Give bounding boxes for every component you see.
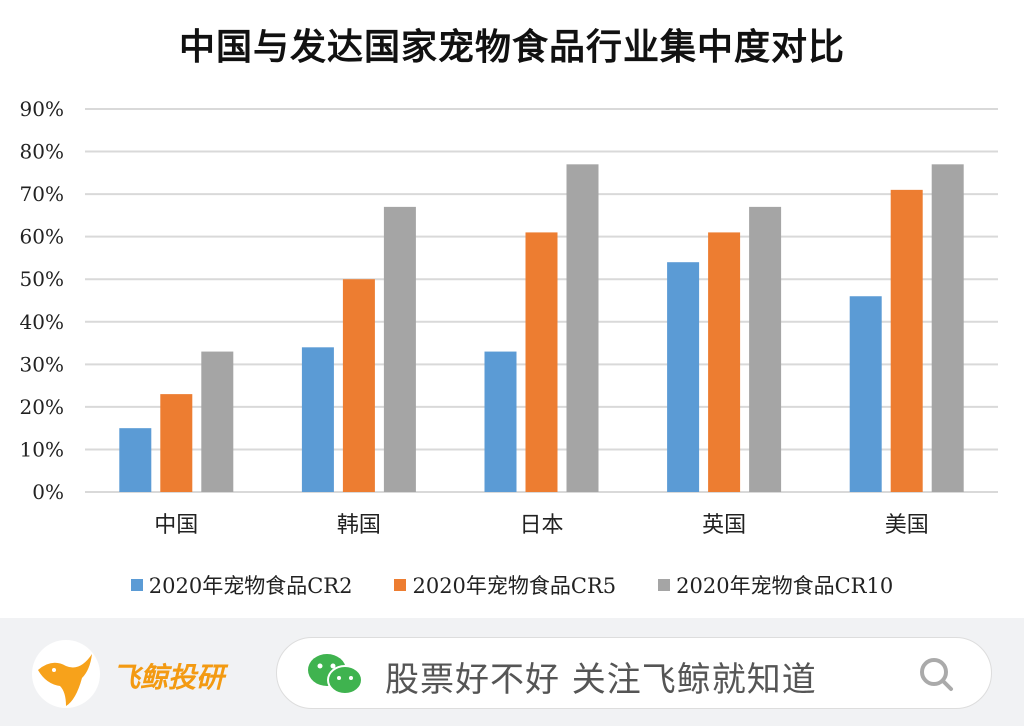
- legend-label: 2020年宠物食品CR10: [676, 574, 894, 598]
- x-tick-label: 韩国: [337, 513, 381, 538]
- chart-title: 中国与发达国家宠物食品行业集中度对比: [178, 27, 845, 68]
- y-tick-label: 80%: [20, 140, 64, 164]
- legend-label: 2020年宠物食品CR2: [148, 574, 353, 598]
- search-icon[interactable]: [917, 655, 957, 695]
- bar-cr2: [484, 351, 517, 492]
- legend-item-cr2: 2020年宠物食品CR2: [130, 570, 353, 600]
- y-tick-label: 50%: [20, 267, 64, 291]
- bar-cr5: [708, 232, 741, 492]
- legend-item-cr10: 2020年宠物食品CR10: [658, 570, 893, 600]
- legend-label: 2020年宠物食品CR5: [412, 574, 617, 598]
- bar-cr5: [160, 394, 193, 492]
- legend-item-cr5: 2020年宠物食品CR5: [394, 570, 616, 600]
- y-tick-label: 20%: [20, 395, 64, 419]
- bar-cr2: [301, 347, 334, 492]
- bar-cr5: [525, 232, 558, 492]
- whale-logo-icon: [32, 640, 100, 708]
- y-tick-label: 90%: [20, 97, 64, 121]
- bar-cr5: [342, 279, 375, 492]
- y-tick-label: 0%: [32, 480, 64, 504]
- y-tick-label: 60%: [20, 225, 64, 249]
- bar-cr10: [383, 206, 416, 492]
- bar-cr2: [849, 296, 882, 492]
- bar-cr10: [931, 164, 964, 493]
- legend-swatch: [394, 579, 407, 591]
- bar-chart: 0% 10% 20% 30% 40% 50% 60% 70% 80% 90% 中国 韩国 日本 英国 美国: [20, 97, 998, 538]
- y-tick-label: 30%: [20, 352, 64, 376]
- x-tick-label: 美国: [885, 513, 929, 538]
- brand-name: 飞鲸投研: [112, 661, 225, 694]
- legend: 2020年宠物食品CR2 2020年宠物食品CR5 2020年宠物食品CR10: [0, 570, 1024, 600]
- x-tick-label: 中国: [154, 513, 198, 538]
- search-slogan: 股票好不好 关注飞鲸就知道: [385, 660, 817, 700]
- x-tick-label: 英国: [702, 513, 746, 538]
- bar-cr2: [667, 262, 700, 492]
- search-bar[interactable]: 股票好不好 关注飞鲸就知道: [276, 637, 992, 709]
- bar-cr2: [119, 428, 152, 492]
- legend-swatch: [130, 579, 143, 591]
- y-tick-label: 40%: [20, 310, 64, 334]
- x-tick-label: 日本: [519, 513, 563, 538]
- bar-cr5: [890, 189, 923, 492]
- bar-cr10: [749, 206, 782, 492]
- y-tick-label: 70%: [20, 182, 64, 206]
- legend-swatch: [658, 579, 671, 591]
- footer-banner: 飞鲸投研 股票好不好 关注飞鲸就知道: [0, 618, 1024, 726]
- y-tick-label: 10%: [20, 437, 64, 461]
- bar-cr10: [566, 164, 599, 493]
- wechat-icon: [308, 654, 363, 695]
- bar-cr10: [201, 351, 234, 492]
